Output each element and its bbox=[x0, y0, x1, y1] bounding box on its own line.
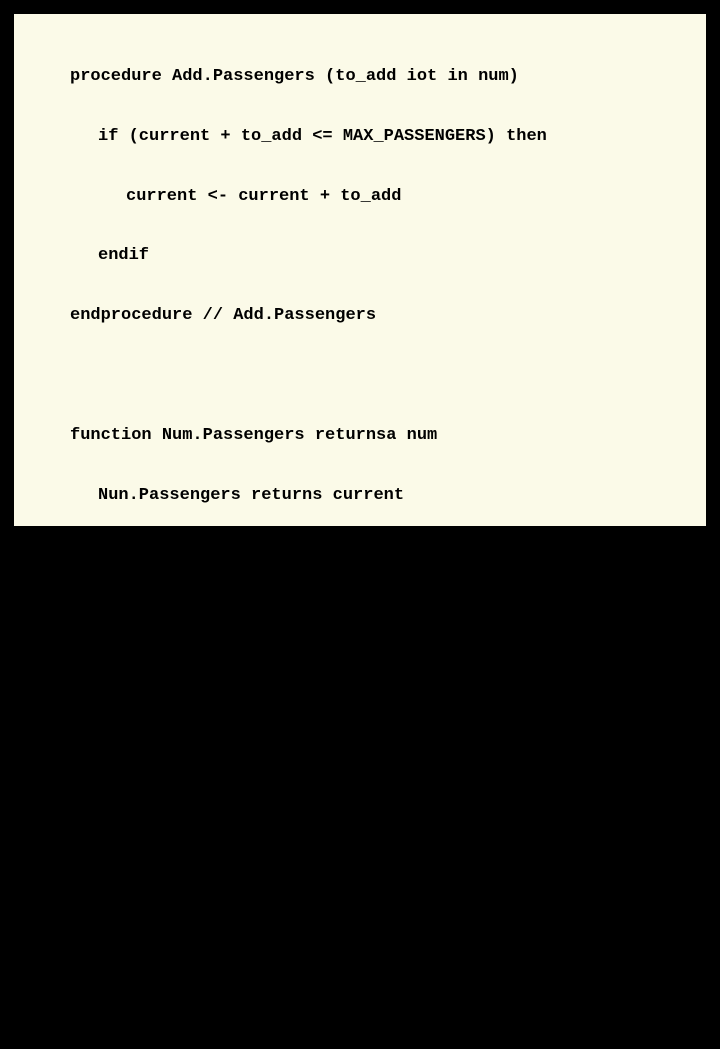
code-line: procedure Remove.Passengers (to_remove i… bbox=[42, 660, 678, 690]
code-line: function Num.Passengers returnsa num bbox=[42, 421, 678, 451]
code-line: endif bbox=[42, 241, 678, 271]
code-line: endif bbox=[42, 840, 678, 870]
code-line: endprocedure // Remove.Passengers bbox=[42, 899, 678, 929]
code-line: if (current + to_add <= MAX_PASSENGERS) … bbox=[42, 122, 678, 152]
blank-line bbox=[42, 600, 678, 630]
code-panel: procedure Add.Passengers (to_add iot in … bbox=[12, 12, 708, 528]
code-line: endprocedure // Add.Passengers bbox=[42, 301, 678, 331]
code-line: endclass // Bus bbox=[42, 959, 678, 989]
blank-line bbox=[42, 361, 678, 391]
code-line: if (current >= to_remove) then bbox=[42, 720, 678, 750]
code-line: current <- current – to_remove bbox=[42, 780, 678, 810]
code-line: procedure Add.Passengers (to_add iot in … bbox=[42, 62, 678, 92]
code-line: endfunction // Num.Passengers bbox=[42, 541, 678, 571]
pseudocode-block: procedure Add.Passengers (to_add iot in … bbox=[42, 32, 678, 1049]
code-line: current <- current + to_add bbox=[42, 182, 678, 212]
code-line: Nun.Passengers returns current bbox=[42, 481, 678, 511]
